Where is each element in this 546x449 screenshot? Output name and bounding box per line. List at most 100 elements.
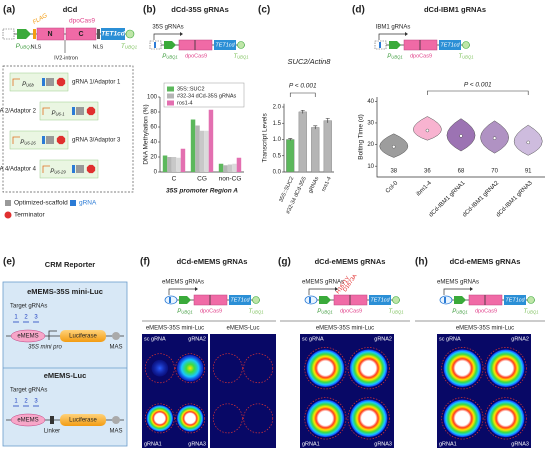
luminescence-spot [146,405,173,432]
panel-title: dCd-IBM1 gRNAs [424,5,486,14]
promoter-label: TUBQ1 [458,54,473,60]
subscript: UBQ1 [456,310,467,315]
tet1cd [214,40,236,50]
well-outline [304,347,347,390]
bar [208,109,214,172]
spot-label: gRNA1 [439,441,457,447]
y-tick-label: 30 [367,121,374,127]
luminescence-spot [486,349,525,387]
y-tick-label: 10 [367,164,374,170]
subscript: UBQ1 [462,55,473,60]
subscript: UBQ1 [181,310,192,315]
tet1cd [369,295,391,305]
subscript: U6-29 [54,170,66,175]
bar [298,111,307,173]
subscript: UBQ1 [166,55,177,60]
panel-label: (c) [258,5,270,16]
promoter-arrow [42,107,50,115]
well-outline [175,403,206,434]
c-label: C [78,31,83,38]
panel-title: dCd-eMEMS gRNAs [177,257,248,266]
cassette [2,28,15,40]
panel-title: dCd-35S gRNAs [171,5,229,14]
promoter-label: PUBQ1 [317,309,332,315]
tet1cd [229,295,251,305]
promoter-label: PU6-29 [50,169,66,175]
luminescence-spot [177,355,204,382]
main: P [50,169,54,175]
grna-bar [169,297,171,303]
cassette-label: gRNA 3/Adaptor 3 [72,138,121,144]
main: P [177,309,181,315]
grna [42,136,45,144]
main: T [458,54,463,60]
y-axis-label: DNA Methylation (%) [143,104,150,164]
legend-label: #32-34 dCd-35S gRNAs [177,93,237,99]
grna-bar [379,42,381,48]
cassette-label: gRNA 4/Adaptor 4 [0,167,37,173]
main: P [20,140,24,146]
grna [72,165,75,173]
y-axis-label: Transcript Levels [262,113,269,163]
x-tick-label: C [172,176,177,183]
tet1cd [504,295,526,305]
well-outline [212,353,243,384]
violin [413,116,442,141]
subscript: UBQ1 [125,45,138,50]
promoter-label: TUBQ1 [388,309,403,315]
y-tick-label: 20 [367,142,374,148]
legend-label: ros1-4 [177,100,193,106]
grna-arrow [168,288,195,295]
mas-label: MAS [109,429,122,435]
intron-label: IV2-intron [54,55,78,61]
count-label: 68 [458,169,465,175]
spot-label: gRNA2 [374,336,392,342]
subscript: UBQ1 [321,310,332,315]
subscript: U6b [26,83,34,88]
promoter-label: PUBQ1 [452,309,467,315]
tet1cd [101,28,125,40]
promoter-label: PUBQ1 [16,43,33,50]
bar [171,157,177,172]
error-bar [313,125,318,130]
grna [72,107,75,115]
cassette-label: gRNA 1/Adaptor 1 [72,80,121,86]
terminator [237,41,245,49]
subscript: U6-1 [55,112,64,117]
bar [236,157,242,172]
dpocas9-label: dpoCas9 [185,53,207,59]
promoter-label: TUBQ1 [523,309,538,315]
main: P [452,309,456,315]
panel-label: (d) [352,5,365,16]
main: T [388,309,393,315]
subscript: UBQ1 [392,310,403,315]
terminator [252,296,260,304]
dpocas9-label: dpoCas9 [475,308,497,314]
subscript: UBQ1 [252,310,263,315]
spot-label: gRNA3 [188,441,206,447]
promoter-label: PU6-1 [51,111,64,117]
promoter [164,41,176,49]
grna-label: eMEMS gRNAs [162,280,204,286]
promoter-label: TUBQ1 [121,43,138,50]
luciferase [60,330,106,342]
panel-title: dCd-eMEMS gRNAs [450,257,521,266]
arrowhead [180,32,183,36]
legend-swatch [4,211,12,219]
grna-number: 3 [34,315,38,321]
dpocas9-c [65,27,97,41]
target-label: Target gRNAs [10,388,47,394]
tet1cd-label: TET1cd [215,42,235,48]
spot-label: gRNA3 [374,441,392,447]
mas-terminator [112,332,120,340]
significance-bracket [289,92,316,97]
promoter-label: PUBQ1 [177,309,192,315]
terminator [86,164,96,174]
axes [376,97,545,178]
grna-label: 35S gRNAs [152,25,183,31]
luciferase [60,414,106,426]
well-outline [347,397,390,440]
luminescence-spot [349,349,388,387]
well-outline [212,403,243,434]
promoter-arrow [12,78,20,86]
